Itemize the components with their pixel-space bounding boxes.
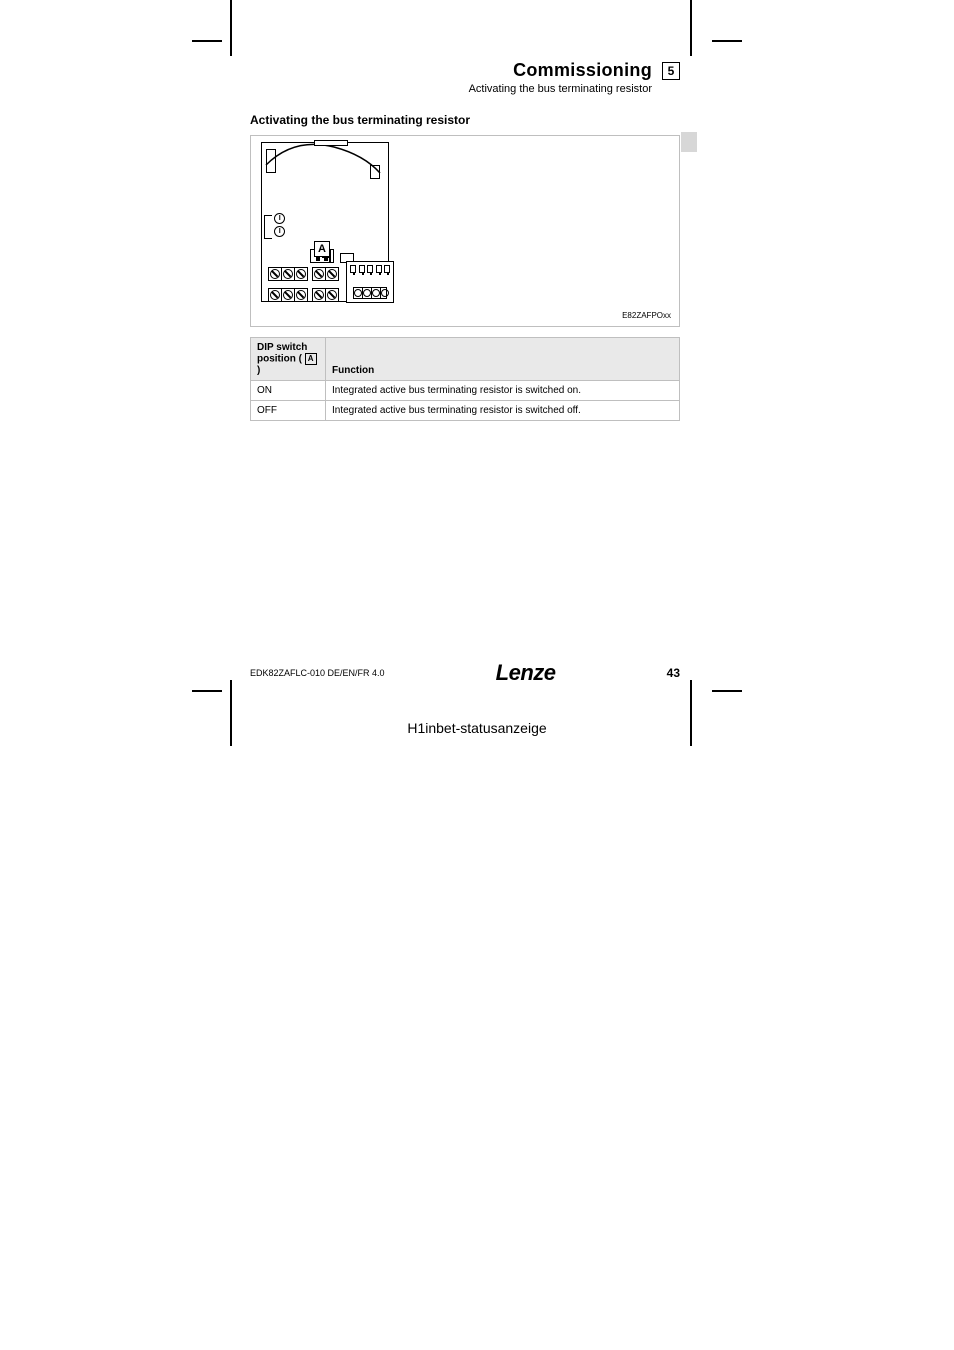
header-title: Commissioning	[513, 60, 652, 81]
bottom-caption: H1inbet-statusanzeige	[0, 720, 954, 736]
device-port-left	[266, 149, 276, 173]
device-port-right	[370, 165, 380, 179]
crop-mark	[230, 0, 232, 56]
knob-icon	[274, 213, 285, 224]
crop-mark	[690, 680, 692, 746]
figure-container: A	[250, 135, 680, 327]
crop-mark	[712, 40, 742, 42]
section-title: Activating the bus terminating resistor	[250, 113, 680, 127]
cell-function: Integrated active bus terminating resist…	[326, 401, 680, 421]
cell-position: ON	[251, 381, 326, 401]
cell-position: OFF	[251, 401, 326, 421]
terminal-row	[268, 267, 308, 281]
device-knobs	[274, 213, 285, 239]
table-row: ON Integrated active bus terminating res…	[251, 381, 680, 401]
terminal-row	[312, 267, 339, 281]
device-diagram: A	[261, 142, 389, 302]
crop-mark	[192, 40, 222, 42]
crop-mark	[192, 690, 222, 692]
terminal-row	[268, 288, 308, 302]
device-side-tab	[264, 215, 272, 239]
page-header: Commissioning 5 Activating the bus termi…	[250, 60, 680, 95]
footer-logo: Lenze	[496, 660, 556, 686]
device-top-slot	[314, 140, 348, 146]
crop-mark	[712, 690, 742, 692]
terminal-row	[312, 288, 339, 302]
crop-mark	[230, 680, 232, 746]
inline-label-a: A	[305, 353, 317, 365]
footer-page-number: 43	[667, 666, 680, 680]
table-row: OFF Integrated active bus terminating re…	[251, 401, 680, 421]
dip-switch-table: DIP switch position ( A ) Function ON In…	[250, 337, 680, 421]
figure-side-tab	[681, 132, 697, 152]
device-top-curve	[264, 141, 382, 179]
table-header-position: DIP switch position ( A )	[251, 338, 326, 381]
callout-label-a: A	[314, 241, 330, 257]
chapter-number-box: 5	[662, 62, 680, 80]
header-subtitle: Activating the bus terminating resistor	[250, 83, 652, 95]
footer-docid: EDK82ZAFLC-010 DE/EN/FR 4.0	[250, 668, 385, 678]
figure-caption: E82ZAFPOxx	[622, 311, 671, 320]
crop-mark	[690, 0, 692, 56]
page-footer: EDK82ZAFLC-010 DE/EN/FR 4.0 Lenze 43	[250, 660, 680, 686]
table-header-function: Function	[326, 338, 680, 381]
cell-function: Integrated active bus terminating resist…	[326, 381, 680, 401]
page-content: Commissioning 5 Activating the bus termi…	[250, 60, 680, 421]
knob-icon	[274, 226, 285, 237]
extension-module	[346, 261, 394, 303]
